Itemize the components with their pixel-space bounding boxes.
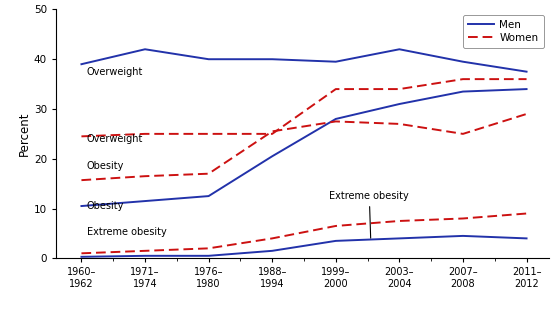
Text: Obesity: Obesity [87, 201, 124, 211]
Legend: Men, Women: Men, Women [463, 15, 544, 48]
Text: Extreme obesity: Extreme obesity [329, 191, 409, 238]
Text: Obesity: Obesity [87, 161, 124, 171]
Y-axis label: Percent: Percent [18, 112, 31, 156]
Text: Extreme obesity: Extreme obesity [87, 227, 166, 238]
Text: Overweight: Overweight [87, 134, 143, 144]
Text: Overweight: Overweight [87, 67, 143, 77]
